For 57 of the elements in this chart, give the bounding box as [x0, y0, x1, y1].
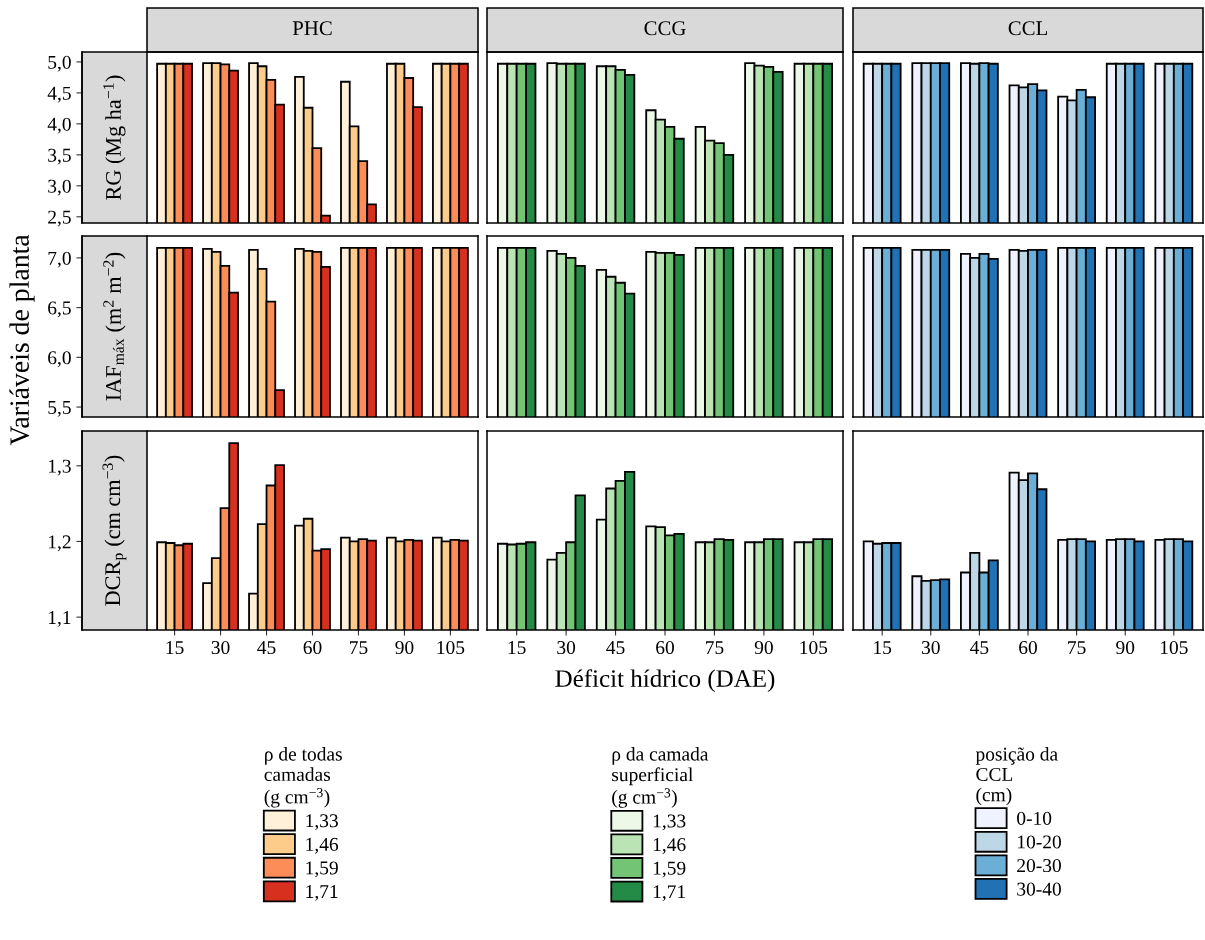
x-tick-label: 105: [800, 640, 828, 655]
y-tick-label: 4,5: [47, 86, 71, 103]
legend-title: ρ da camada superficial (g cm$^{−3}$): [612, 747, 709, 808]
legend-label: 1,59: [306, 861, 338, 878]
legend-label: 1,59: [653, 861, 686, 878]
y-tick-label: 6,0: [48, 351, 71, 368]
y-tick-label: 6,5: [48, 301, 71, 318]
x-tick-label: 75: [706, 641, 724, 655]
x-tick-label: 60: [1019, 640, 1037, 655]
legend-label: 10-20: [1018, 835, 1061, 849]
legend-label: 1,46: [306, 837, 339, 854]
x-tick-label: 60: [656, 640, 674, 655]
x-tick-label: 105: [437, 640, 465, 655]
legend-title: ρ de todas camadas (g cm$^{−3}$): [264, 747, 342, 808]
text: Variáveis de planta: [9, 234, 35, 446]
x-tick-label: 45: [970, 641, 989, 655]
legend-label: 1,33: [653, 814, 686, 831]
x-tick-label: 15: [166, 641, 184, 655]
y-tick-label: 5,0: [48, 55, 71, 72]
y-tick-label: 4,0: [47, 117, 71, 134]
chart-title: CCL: [1008, 21, 1048, 36]
legend-title: posição da CCL (cm): [975, 747, 1058, 806]
y-axis-title: IAF$_{máx}$ (m$^{2}$ m$^{−2}$): [103, 252, 126, 401]
x-axis-title: Déficit hídrico (DAE): [555, 669, 775, 693]
legend-label: 30-40: [1017, 882, 1061, 896]
y-tick-label: 1,1: [48, 611, 71, 627]
legend-label: 1,71: [653, 885, 685, 902]
y-tick-label: 2,5: [48, 210, 71, 227]
x-tick-label: 30: [211, 640, 230, 655]
x-tick-label: 30: [557, 640, 576, 655]
y-tick-label: 3,0: [48, 179, 71, 196]
x-tick-label: 15: [874, 641, 892, 655]
x-tick-label: 105: [1160, 640, 1188, 655]
x-tick-label: 60: [303, 640, 322, 655]
x-tick-label: 15: [508, 641, 526, 655]
legend-label: 1,33: [306, 814, 338, 831]
y-tick-label: 3,5: [48, 148, 71, 165]
y-tick-label: 5,5: [48, 401, 71, 417]
y-tick-label: 1,3: [48, 459, 71, 476]
legend-label: 20-30: [1017, 858, 1061, 873]
y-axis-title: RG (Mg ha$^{−1}$): [103, 75, 126, 200]
x-tick-label: 30: [921, 640, 940, 655]
x-tick-label: 90: [395, 640, 414, 655]
x-tick-label: 90: [754, 640, 773, 655]
x-tick-label: 45: [606, 641, 625, 655]
chart-title: PHC: [292, 21, 332, 36]
x-tick-label: 45: [257, 641, 276, 655]
legend-label: 1,71: [306, 885, 338, 901]
x-tick-label: 90: [1116, 640, 1135, 655]
y-axis-title: DCR$_{p}$ (cm cm$^{−3}$): [102, 455, 127, 606]
legend-label: 0-10: [1017, 811, 1052, 825]
legend-label: 1,46: [653, 838, 686, 854]
y-tick-label: 7,0: [48, 251, 71, 268]
chart-title: CCG: [644, 21, 686, 36]
x-tick-label: 75: [1068, 641, 1086, 655]
x-tick-label: 75: [350, 641, 368, 655]
y-tick-label: 1,2: [48, 535, 71, 552]
